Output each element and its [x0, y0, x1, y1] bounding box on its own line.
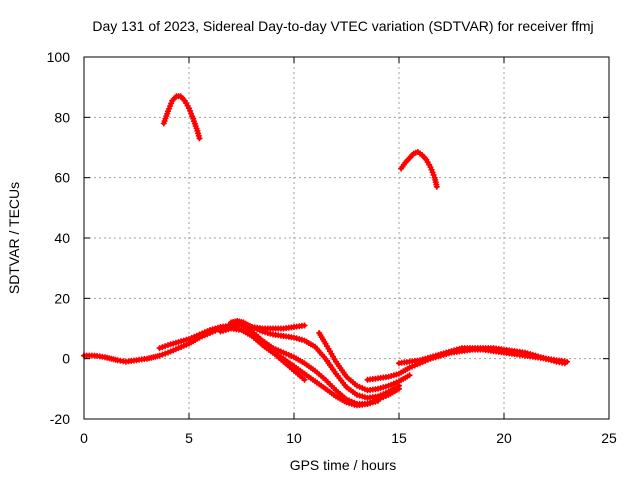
x-tick-label: 20 [496, 430, 512, 446]
data-series [81, 93, 570, 409]
y-tick-label: 100 [47, 49, 71, 65]
x-axis-label: GPS time / hours [290, 457, 397, 473]
y-tick-label: 20 [54, 290, 70, 306]
series-high-arc-afternoon [398, 149, 440, 190]
y-tick-label: -20 [50, 411, 70, 427]
x-tick-label: 0 [80, 430, 88, 446]
y-tick-label: 60 [54, 170, 70, 186]
x-tick-label: 25 [601, 430, 617, 446]
series-decline-e [316, 330, 413, 394]
series-afternoon-recovery [364, 346, 570, 383]
chart-title: Day 131 of 2023, Sidereal Day-to-day VTE… [92, 18, 593, 34]
data-point [159, 344, 166, 351]
data-point [156, 352, 163, 359]
series-high-arc-morning [160, 93, 203, 142]
series-afternoon-recovery-2 [396, 345, 568, 367]
x-tick-label: 15 [391, 430, 407, 446]
y-tick-label: 40 [54, 230, 70, 246]
grid-lines [84, 57, 609, 419]
data-point [433, 183, 440, 190]
y-tick-label: 0 [62, 351, 70, 367]
data-point [561, 360, 568, 367]
data-point [162, 350, 169, 357]
y-axis-label: SDTVAR / TECUs [6, 182, 22, 294]
data-point [396, 385, 402, 392]
data-point [406, 372, 413, 379]
x-tick-label: 5 [185, 430, 193, 446]
axis-ticks: -20 0 20 40 60 80 100 0 5 10 15 20 25 [47, 49, 617, 446]
x-tick-label: 10 [286, 430, 302, 446]
data-point [301, 322, 308, 329]
data-point [159, 351, 166, 358]
data-point [162, 343, 169, 350]
data-point [301, 376, 308, 383]
data-point [196, 135, 203, 142]
series-decline-d [217, 325, 308, 383]
y-tick-label: 80 [54, 109, 70, 125]
data-point [156, 345, 163, 352]
